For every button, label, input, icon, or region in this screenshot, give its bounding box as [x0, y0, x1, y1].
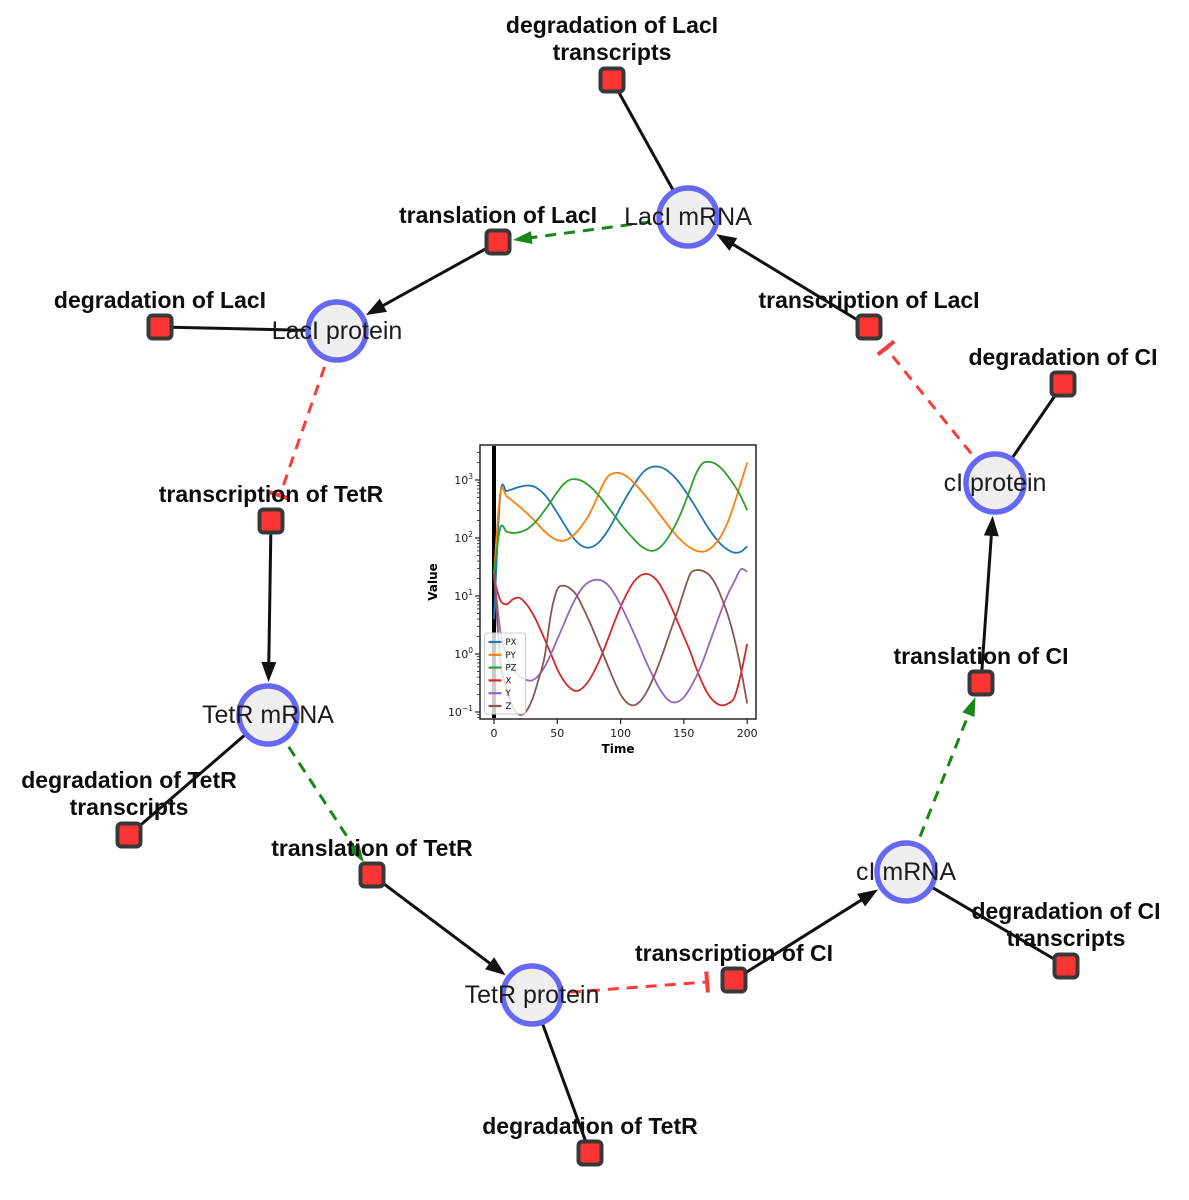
reaction-node-tl-tetr[interactable] [358, 861, 386, 889]
reaction-label-tc-ci: transcription of CI [635, 940, 833, 966]
reaction-node-tc-ci[interactable] [720, 966, 748, 994]
species-label-ci-protein: cI protein [944, 469, 1047, 497]
x-tick-label: 100 [610, 727, 631, 740]
y-tick-label: 103 [454, 472, 473, 487]
reaction-label-tc-laci: transcription of LacI [758, 287, 979, 313]
reaction-node-deg-laci[interactable] [146, 313, 174, 341]
series-line-px [493, 465, 748, 620]
reaction-label-deg-ci-transcripts-line2: transcripts [1007, 925, 1126, 951]
reaction-node-tc-laci[interactable] [855, 313, 883, 341]
species-node-ci-protein[interactable] [963, 451, 1027, 515]
reaction-label-deg-tetr: degradation of TetR [482, 1113, 698, 1139]
y-tick-label: 10−1 [448, 704, 473, 719]
series-line-y [493, 567, 748, 704]
species-label-tetr-protein: TetR protein [465, 981, 600, 1009]
x-axis-label: Time [602, 742, 635, 756]
reaction-node-tc-tetr[interactable] [257, 507, 285, 535]
edge-production-tetr-protein-tl-tetr-arrow [371, 873, 506, 976]
species-node-tetr-mrna[interactable] [236, 683, 300, 747]
legend-label-px: PX [506, 638, 517, 648]
species-node-ci-mrna[interactable] [874, 840, 938, 904]
species-node-tetr-protein[interactable] [500, 963, 564, 1027]
plot-border [479, 444, 757, 720]
chart-series [493, 460, 749, 716]
y-axis-label: Value [426, 563, 440, 601]
reaction-node-deg-tetr-transcripts[interactable] [115, 821, 143, 849]
reaction-label-tl-ci: translation of CI [893, 643, 1068, 669]
legend-label-y: Y [505, 689, 512, 699]
reaction-node-deg-ci[interactable] [1049, 370, 1077, 398]
edge-production-ci-protein-tl-ci-arrow [979, 515, 999, 684]
legend-label-py: PY [506, 651, 517, 661]
species-node-laci-mrna[interactable] [656, 185, 720, 249]
reaction-label-tc-tetr: transcription of TetR [159, 481, 384, 507]
species-label-ci-mrna: cI mRNA [856, 858, 956, 886]
legend-label-z: Z [506, 702, 512, 712]
inset-plot: 0 50 100 150 20010−1100101102103TimeValuePXP… [420, 427, 776, 771]
reaction-node-deg-tetr[interactable] [576, 1139, 604, 1167]
edge-production-laci-mrna-tc-laci-arrow [716, 234, 870, 329]
reaction-node-deg-laci-transcripts[interactable] [598, 66, 626, 94]
reaction-label-deg-ci: degradation of CI [968, 344, 1157, 370]
legend-label-pz: PZ [506, 664, 517, 674]
species-node-laci-protein[interactable] [305, 299, 369, 363]
reaction-label-deg-laci: degradation of LacI [54, 287, 266, 313]
edge-production-ci-mrna-tc-ci-arrow [733, 889, 879, 982]
series-line-pz [493, 460, 749, 574]
x-tick-label: 200 [737, 727, 758, 740]
x-tick-label: 0 [491, 727, 498, 740]
reaction-label-tl-laci: translation of LacI [399, 202, 597, 228]
reaction-label-deg-ci-transcripts-line1: degradation of CI [971, 898, 1160, 924]
reaction-label-deg-tetr-transcripts-line1: degradation of TetR [21, 767, 237, 793]
species-label-tetr-mrna: TetR mRNA [202, 701, 334, 729]
y-tick-label: 102 [454, 530, 473, 545]
species-label-laci-mrna: LacI mRNA [624, 203, 752, 231]
series-line-z [493, 569, 749, 716]
reaction-node-deg-ci-transcripts[interactable] [1052, 952, 1080, 980]
x-tick-label: 50 [550, 727, 564, 740]
reaction-label-deg-tetr-transcripts-line2: transcripts [70, 794, 189, 820]
y-tick-label: 101 [454, 588, 473, 603]
x-tick-label: 150 [673, 727, 694, 740]
label-layer: degradation of LacItranscriptstranslatio… [21, 12, 1160, 1139]
legend-label-x: X [506, 676, 512, 686]
legend: PX PY PZ XYZ [484, 632, 526, 715]
reaction-node-tl-laci[interactable] [484, 228, 512, 256]
edge-production-laci-protein-tl-laci-arrow [365, 240, 499, 316]
species-label-laci-protein: LacI protein [272, 317, 403, 345]
shape-layer [115, 66, 1080, 1167]
reaction-node-tl-ci[interactable] [967, 669, 995, 697]
reaction-label-deg-laci-transcripts-line1: degradation of LacI [506, 12, 718, 38]
reaction-label-deg-laci-transcripts-line2: transcripts [553, 39, 672, 65]
reaction-label-tl-tetr: translation of TetR [271, 835, 473, 861]
edge-production-tetr-mrna-tc-tetr-arrow [261, 520, 277, 683]
y-tick-label: 100 [454, 646, 473, 661]
